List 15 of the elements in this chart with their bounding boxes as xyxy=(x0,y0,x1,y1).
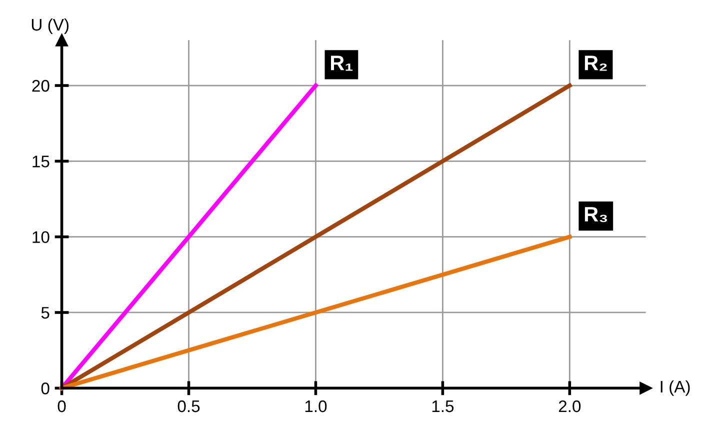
x-tick-label: 0 xyxy=(58,400,66,412)
x-tick-label: 1.5 xyxy=(432,400,454,412)
y-tick-label: 15 xyxy=(32,156,50,168)
series-label: R₁ xyxy=(331,56,353,71)
x-tick-label: 0.5 xyxy=(178,400,200,412)
x-tick-label: 1.0 xyxy=(305,400,327,412)
y-tick-label: 5 xyxy=(41,307,50,319)
series-label: R₂ xyxy=(584,56,607,71)
y-tick-label: 0 xyxy=(41,382,50,394)
y-axis-title: U (V) xyxy=(32,18,68,34)
x-axis-title: I (A) xyxy=(660,380,690,396)
y-tick-label: 10 xyxy=(32,231,50,244)
series-label: R₃ xyxy=(584,207,607,222)
x-tick-label: 2.0 xyxy=(558,400,581,412)
y-tick-label: 20 xyxy=(32,80,50,92)
